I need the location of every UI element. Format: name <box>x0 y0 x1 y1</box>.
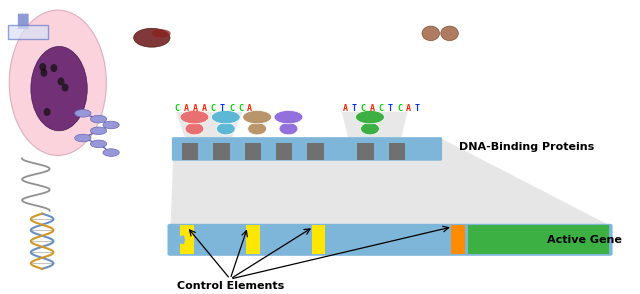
Ellipse shape <box>134 28 170 47</box>
Text: A: A <box>193 104 198 113</box>
Bar <box>244 143 261 160</box>
Text: C: C <box>175 104 179 113</box>
Circle shape <box>180 111 209 124</box>
Ellipse shape <box>31 46 87 131</box>
Text: Control Elements: Control Elements <box>177 281 284 291</box>
Polygon shape <box>175 112 243 138</box>
Ellipse shape <box>360 123 380 135</box>
Bar <box>307 143 324 160</box>
Ellipse shape <box>9 10 106 156</box>
Ellipse shape <box>44 108 51 116</box>
Bar <box>213 143 230 160</box>
Text: C: C <box>379 104 384 113</box>
Circle shape <box>274 111 303 124</box>
Circle shape <box>90 140 107 148</box>
Polygon shape <box>171 138 609 225</box>
Ellipse shape <box>185 123 204 135</box>
Ellipse shape <box>216 123 235 135</box>
Text: Active Gene: Active Gene <box>547 235 621 245</box>
Text: C: C <box>238 104 243 113</box>
Text: DNA-Binding Proteins: DNA-Binding Proteins <box>459 142 594 152</box>
Ellipse shape <box>39 63 46 71</box>
Circle shape <box>75 110 91 117</box>
Text: A: A <box>247 104 252 113</box>
Text: T: T <box>351 104 356 113</box>
Circle shape <box>211 111 240 124</box>
Circle shape <box>356 111 385 124</box>
Bar <box>8 25 49 39</box>
Ellipse shape <box>40 69 47 77</box>
Text: ▐▌: ▐▌ <box>11 13 35 29</box>
Ellipse shape <box>279 123 298 135</box>
Bar <box>246 225 260 254</box>
Text: C: C <box>229 104 234 113</box>
Text: A: A <box>406 104 411 113</box>
Bar <box>388 143 405 160</box>
Bar <box>182 143 198 160</box>
Text: A: A <box>202 104 207 113</box>
Polygon shape <box>342 112 408 138</box>
Circle shape <box>243 111 271 124</box>
Circle shape <box>103 149 119 156</box>
Bar <box>180 225 194 254</box>
Text: T: T <box>220 104 225 113</box>
Ellipse shape <box>152 29 171 37</box>
Ellipse shape <box>248 123 266 135</box>
Ellipse shape <box>58 77 65 86</box>
Text: C: C <box>397 104 402 113</box>
Text: C: C <box>360 104 365 113</box>
Text: A: A <box>370 104 374 113</box>
Bar <box>357 143 374 160</box>
Circle shape <box>75 134 91 142</box>
Ellipse shape <box>51 64 58 72</box>
Text: T: T <box>388 104 393 113</box>
Circle shape <box>90 115 107 123</box>
Ellipse shape <box>61 83 68 92</box>
Text: T: T <box>415 104 420 113</box>
FancyBboxPatch shape <box>172 137 442 161</box>
Bar <box>312 225 326 254</box>
Text: A: A <box>342 104 348 113</box>
Circle shape <box>103 121 119 129</box>
Bar <box>468 225 609 254</box>
Ellipse shape <box>422 26 440 41</box>
Circle shape <box>90 127 107 135</box>
FancyBboxPatch shape <box>168 224 612 256</box>
Text: C: C <box>211 104 216 113</box>
Ellipse shape <box>441 26 458 41</box>
Bar <box>276 143 292 160</box>
Text: A: A <box>184 104 189 113</box>
Bar <box>451 225 465 254</box>
